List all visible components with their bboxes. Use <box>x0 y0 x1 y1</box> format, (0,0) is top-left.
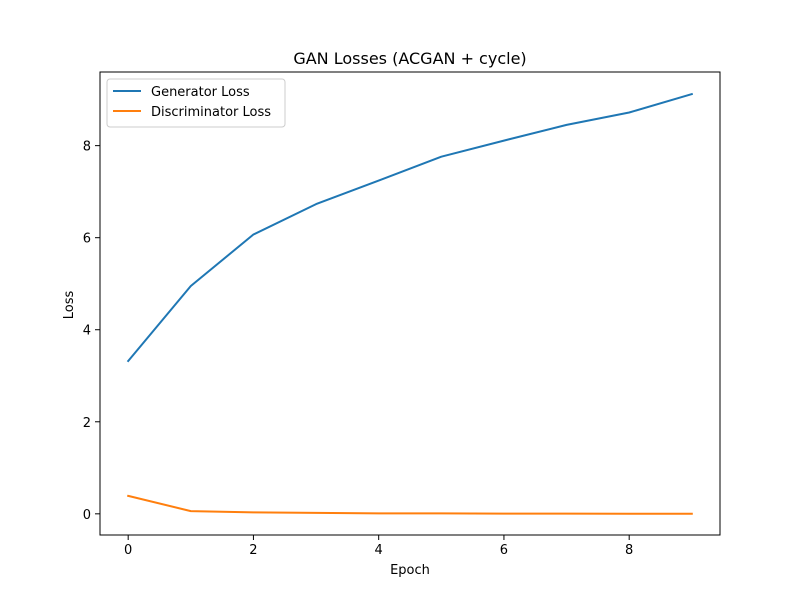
x-tick-label: 2 <box>249 543 257 558</box>
legend: Generator Loss Discriminator Loss <box>106 78 286 128</box>
legend-label-1: Discriminator Loss <box>151 105 271 120</box>
legend-label-0: Generator Loss <box>151 85 250 100</box>
legend-box <box>106 78 286 128</box>
chart-title: GAN Losses (ACGAN + cycle) <box>293 49 526 68</box>
plot-area: 0 2 4 6 8 0 2 4 6 8 <box>83 71 721 558</box>
x-tick-label: 8 <box>625 543 633 558</box>
x-axis-label: Epoch <box>390 563 430 578</box>
y-tick-label: 4 <box>83 324 91 339</box>
x-tick-label: 6 <box>500 543 508 558</box>
series-line-0 <box>126 92 694 363</box>
x-tick-label: 0 <box>124 543 132 558</box>
y-axis-label: Loss <box>62 291 77 320</box>
y-tick-label: 0 <box>83 508 91 523</box>
y-tick-label: 6 <box>83 232 91 247</box>
series-line-1 <box>126 494 693 515</box>
y-tick-label: 8 <box>83 140 91 155</box>
y-tick-label: 2 <box>83 416 91 431</box>
axes-frame <box>99 71 721 536</box>
x-tick-label: 4 <box>375 543 383 558</box>
